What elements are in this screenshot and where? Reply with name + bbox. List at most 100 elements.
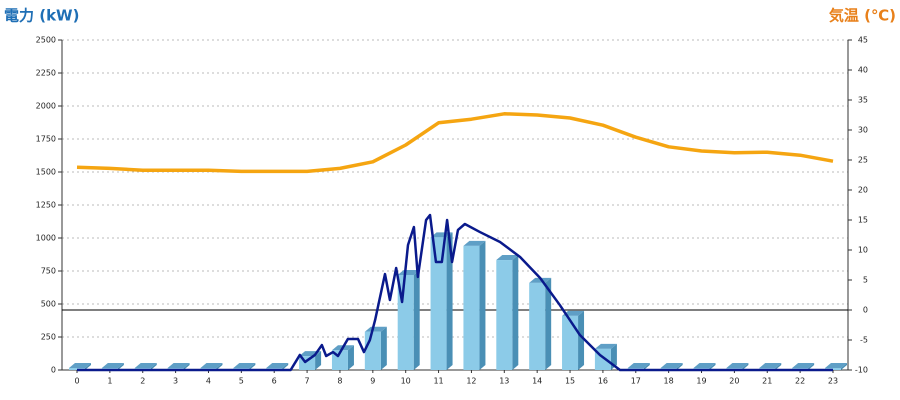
y2-tick-label: 5 bbox=[863, 276, 868, 285]
x-tick-label: 7 bbox=[305, 377, 310, 386]
y-tick-label: 2000 bbox=[36, 102, 56, 111]
x-tick-label: 15 bbox=[565, 377, 575, 386]
x-tick-label: 6 bbox=[272, 377, 277, 386]
x-tick-label: 21 bbox=[762, 377, 772, 386]
bar-side bbox=[841, 363, 847, 370]
bar-side bbox=[85, 363, 91, 370]
bar-top bbox=[463, 240, 486, 246]
x-tick-label: 11 bbox=[433, 377, 443, 386]
bar-side bbox=[446, 232, 453, 370]
bar-group bbox=[496, 255, 519, 370]
bar-top bbox=[134, 363, 157, 369]
bar-side bbox=[808, 363, 815, 370]
bar-side bbox=[249, 363, 256, 370]
bar-top bbox=[627, 363, 650, 369]
y-tick-label: 0 bbox=[51, 366, 56, 375]
x-tick-label: 5 bbox=[239, 377, 244, 386]
y2-tick-label: 25 bbox=[858, 156, 868, 165]
x-tick-label: 9 bbox=[370, 377, 375, 386]
y2-tick-label: 0 bbox=[863, 306, 868, 315]
bar-top bbox=[594, 343, 617, 349]
bar-top bbox=[430, 232, 453, 238]
bar-side bbox=[183, 363, 190, 370]
bar-top bbox=[266, 363, 289, 369]
y-tick-label: 1250 bbox=[36, 201, 56, 210]
x-tick-label: 1 bbox=[107, 377, 112, 386]
x-tick-label: 2 bbox=[140, 377, 145, 386]
right-axis-title: 気温 (℃) bbox=[829, 7, 896, 25]
x-tick-label: 18 bbox=[664, 377, 674, 386]
bar-top bbox=[69, 363, 91, 369]
y-tick-label: 500 bbox=[41, 300, 56, 309]
bar-top bbox=[759, 363, 782, 369]
x-tick-label: 12 bbox=[466, 377, 476, 386]
y-tick-label: 2250 bbox=[36, 69, 56, 78]
bar-side bbox=[676, 363, 683, 370]
bar-side bbox=[150, 363, 157, 370]
x-tick-label: 14 bbox=[532, 377, 542, 386]
bar-top bbox=[726, 363, 749, 369]
bar bbox=[463, 245, 480, 370]
bar-side bbox=[643, 363, 650, 370]
x-tick-label: 19 bbox=[696, 377, 706, 386]
bar bbox=[562, 315, 579, 370]
bar-side bbox=[512, 255, 519, 370]
bar-top bbox=[825, 363, 847, 369]
x-tick-label: 20 bbox=[729, 377, 739, 386]
x-tick-label: 17 bbox=[631, 377, 641, 386]
y2-tick-label: 10 bbox=[858, 246, 868, 255]
bar-group bbox=[430, 232, 453, 370]
bar-top bbox=[167, 363, 190, 369]
bar-top bbox=[397, 269, 420, 275]
bar-side bbox=[282, 363, 289, 370]
y-tick-label: 250 bbox=[41, 333, 56, 342]
bar-side bbox=[479, 240, 486, 370]
y-tick-label: 1000 bbox=[36, 234, 56, 243]
bar-group bbox=[364, 326, 387, 370]
y-tick-label: 1500 bbox=[36, 168, 56, 177]
bar bbox=[430, 237, 447, 370]
x-tick-label: 3 bbox=[173, 377, 178, 386]
bar-side bbox=[709, 363, 716, 370]
x-tick-label: 10 bbox=[401, 377, 411, 386]
bar-side bbox=[216, 363, 223, 370]
bar-side bbox=[413, 269, 420, 370]
bar-top bbox=[693, 363, 716, 369]
bar-side bbox=[742, 363, 749, 370]
bar-top bbox=[200, 363, 223, 369]
bar-side bbox=[578, 310, 585, 370]
power-line bbox=[77, 213, 833, 372]
x-tick-label: 8 bbox=[337, 377, 342, 386]
y-tick-label: 2500 bbox=[36, 36, 56, 45]
x-tick-label: 16 bbox=[598, 377, 608, 386]
bar bbox=[496, 260, 513, 370]
x-tick-label: 4 bbox=[206, 377, 211, 386]
x-tick-label: 22 bbox=[795, 377, 805, 386]
bar-group bbox=[397, 269, 420, 370]
y2-tick-label: 45 bbox=[858, 36, 868, 45]
y2-tick-label: 30 bbox=[858, 126, 868, 135]
y2-tick-label: 20 bbox=[858, 186, 868, 195]
bar-top bbox=[792, 363, 815, 369]
bar-top bbox=[364, 326, 387, 332]
bar bbox=[364, 331, 381, 370]
bar-top bbox=[496, 255, 519, 261]
bar-side bbox=[315, 351, 322, 370]
y-tick-label: 750 bbox=[41, 267, 56, 276]
bar bbox=[529, 282, 546, 370]
y2-tick-label: 15 bbox=[858, 216, 868, 225]
y2-tick-label: -10 bbox=[855, 366, 868, 375]
bar-group bbox=[463, 240, 486, 370]
x-tick-label: 13 bbox=[499, 377, 509, 386]
temperature-line bbox=[76, 112, 834, 174]
bar-side bbox=[347, 345, 354, 370]
bar-group bbox=[529, 277, 552, 370]
left-axis-title: 電力 (kW) bbox=[4, 7, 79, 25]
x-tick-label: 23 bbox=[828, 377, 838, 386]
bar-side bbox=[117, 363, 124, 370]
bar-group bbox=[299, 351, 322, 370]
bar-side bbox=[545, 277, 552, 370]
bar-top bbox=[101, 363, 124, 369]
y2-tick-label: 40 bbox=[858, 66, 868, 75]
